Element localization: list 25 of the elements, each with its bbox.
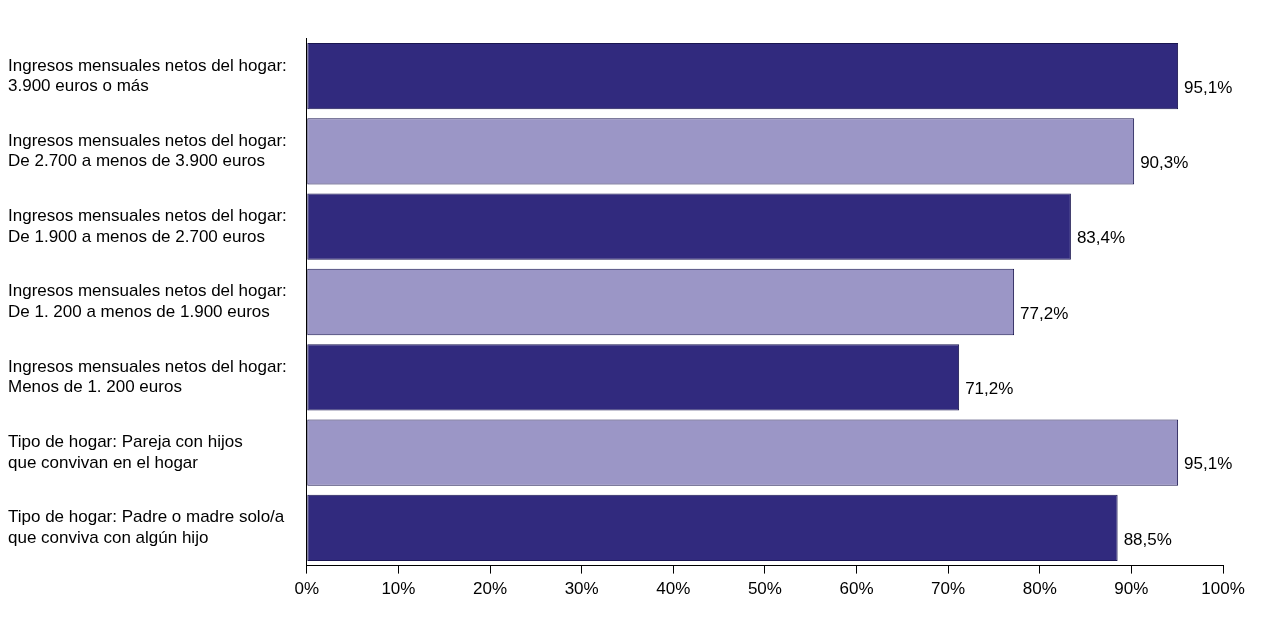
x-tick-label: 70% [931, 579, 966, 599]
data-label: 90,3% [1140, 153, 1189, 173]
x-tick-label: 60% [839, 579, 874, 599]
y-tick-label: Ingresos mensuales netos del hogar: Menos de 1. 200 euros [8, 356, 287, 397]
y-tick-label: Ingresos mensuales netos del hogar: De 2.700 a menos de 3.900 euros [8, 130, 287, 171]
y-tick-label: Ingresos mensuales netos del hogar: 3.900 euros o más [8, 55, 287, 95]
x-tick-label: 50% [747, 579, 782, 599]
data-label: 95,1% [1184, 454, 1233, 474]
data-label: 83,4% [1076, 228, 1126, 248]
x-tick-label: 40% [656, 579, 691, 599]
data-label: 71,2% [965, 379, 1014, 398]
x-tick-label: 0% [294, 579, 320, 599]
x-tick-label: 20% [473, 579, 508, 599]
data-label: 77,2% [1020, 303, 1069, 323]
y-tick-label: Tipo de hogar: Padre o madre solo/a que conviva con algún hijo [8, 507, 285, 547]
x-tick-label: 100% [1201, 579, 1245, 599]
data-label: 95,1% [1184, 77, 1233, 97]
data-label: 88,5% [1123, 529, 1172, 549]
y-tick-label: Ingresos mensuales netos del hogar: De 1. 200 a menos de 1.900 euros [8, 281, 287, 321]
x-tick-label: 80% [1022, 579, 1057, 599]
y-tick-label: Tipo de hogar: Pareja con hijos que convivan en el hogar [8, 432, 243, 472]
x-tick-label: 90% [1114, 579, 1149, 599]
y-tick-label: Ingresos mensuales netos del hogar: De 1.900 a menos de 2.700 euros [8, 206, 287, 246]
x-tick-label: 30% [564, 579, 599, 599]
x-tick-label: 10% [381, 579, 416, 599]
